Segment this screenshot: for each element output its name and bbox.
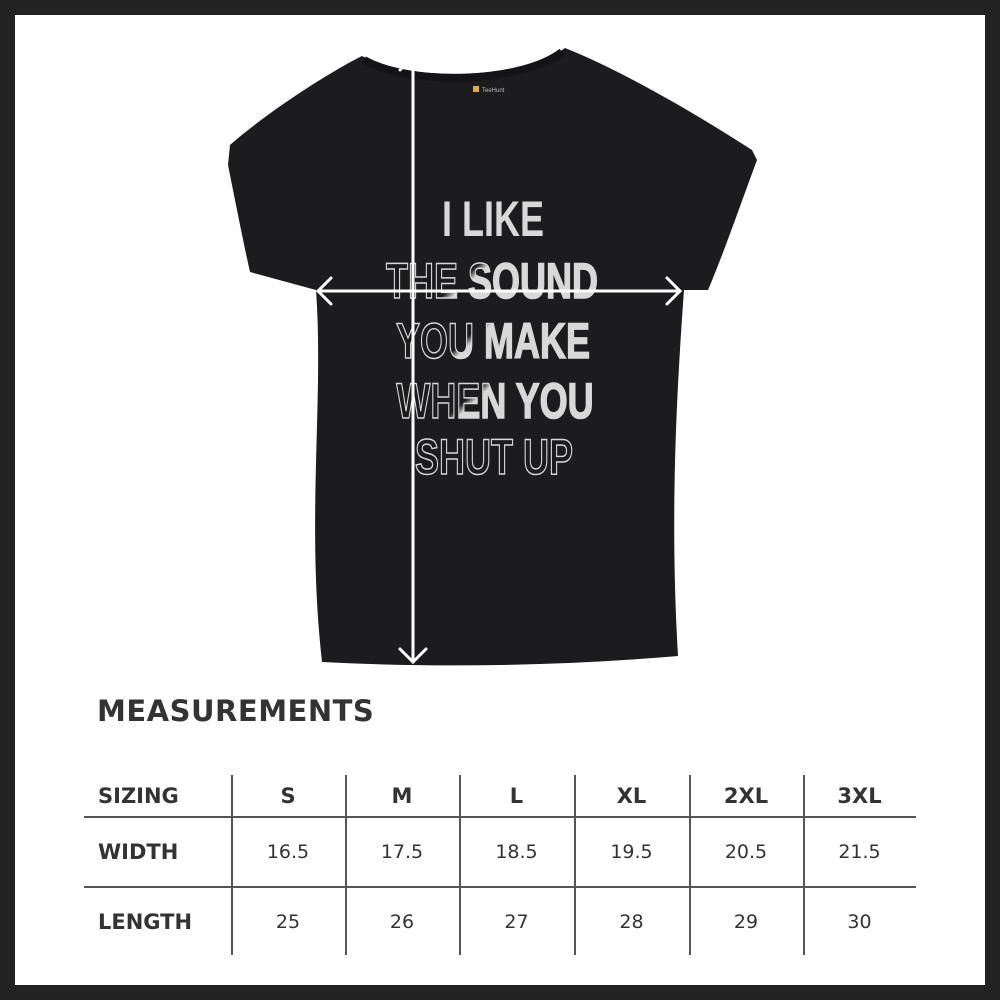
table-row-width: WIDTH 16.5 17.5 18.5 19.5 20.5 21.5 (84, 818, 916, 886)
table-cell: 30 (847, 910, 872, 933)
table-header-row: SIZING S M L XL 2XL 3XL (84, 775, 916, 816)
header-size: L (509, 783, 524, 808)
table-divider (231, 775, 233, 955)
header-size: M (391, 783, 413, 808)
svg-text:TeeHunt: TeeHunt (482, 88, 505, 94)
header-size: XL (616, 783, 647, 808)
header-sizing: SIZING (98, 783, 179, 808)
table-row-length: LENGTH 25 26 27 28 29 30 (84, 888, 916, 955)
table-cell: 25 (275, 910, 301, 933)
table-cell: 26 (389, 910, 415, 933)
table-cell: 28 (619, 910, 644, 933)
table-divider (574, 775, 576, 955)
header-size: 3XL (837, 783, 882, 808)
row-label: WIDTH (98, 840, 179, 864)
row-label: LENGTH (98, 909, 193, 934)
table-cell: 19.5 (610, 841, 653, 863)
table-cell: 18.5 (495, 841, 538, 863)
table-divider (84, 886, 916, 888)
print-line-3: YOU MAKE (396, 314, 590, 369)
header-size: S (280, 783, 296, 808)
brand-tag-logo (473, 86, 479, 92)
horizontal-width-arrow (315, 276, 683, 306)
table-cell: 20.5 (724, 841, 768, 863)
print-line-1: I LIKE (442, 192, 544, 247)
measurements-title: MEASUREMENTS (97, 694, 375, 728)
print-line-4: WHEN YOU (396, 374, 593, 429)
tshirt-body (228, 48, 757, 666)
table-cell: 16.5 (266, 841, 310, 863)
size-table: SIZING S M L XL 2XL 3XL WIDTH 16.5 17.5 … (84, 775, 916, 955)
table-cell: 21.5 (838, 841, 881, 863)
header-size: 2XL (723, 783, 769, 808)
table-divider (689, 775, 691, 955)
table-cell: 17.5 (380, 841, 424, 863)
table-divider (345, 775, 347, 955)
table-divider (803, 775, 805, 955)
print-line-5: SHUT UP (415, 430, 573, 485)
vertical-length-arrow (398, 54, 428, 665)
table-cell: 29 (733, 910, 759, 933)
table-divider (459, 775, 461, 955)
table-divider (84, 816, 916, 818)
table-cell: 27 (504, 910, 529, 933)
print-line-2: THE SOUND (386, 254, 598, 309)
collar (362, 48, 565, 82)
